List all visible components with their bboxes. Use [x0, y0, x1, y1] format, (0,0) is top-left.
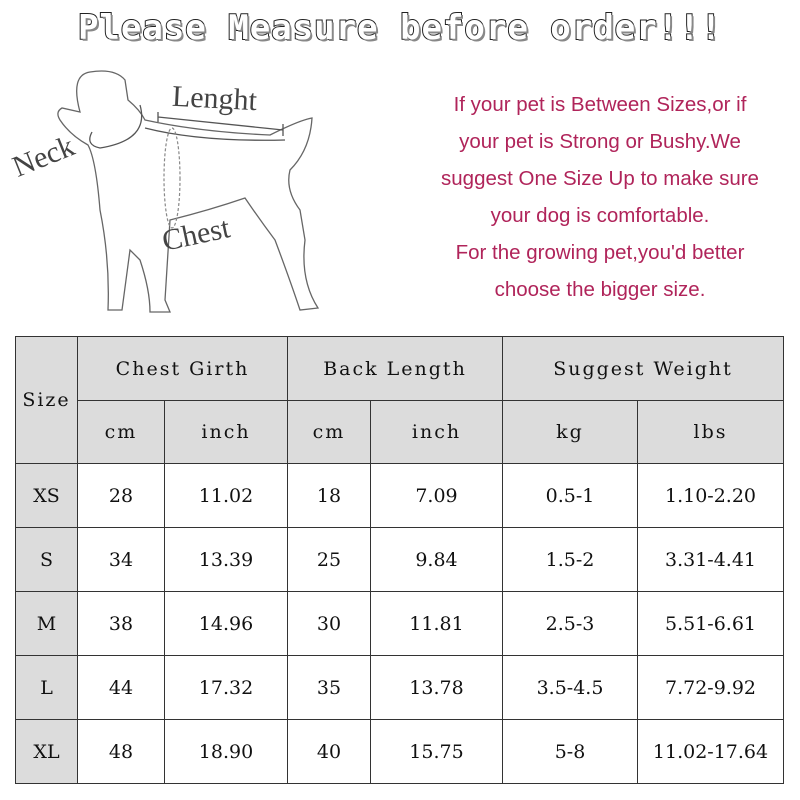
value-cell: 18.90 [164, 719, 288, 784]
value-cell: 40 [287, 719, 371, 784]
chest-girth-header: Chest Girth [77, 336, 288, 401]
advice-line: suggest One Size Up to make sure [441, 167, 759, 190]
advice-line: your pet is Strong or Bushy.We [459, 130, 741, 153]
value-cell: 7.72-9.92 [637, 655, 784, 720]
value-cell: 2.5-3 [502, 591, 638, 656]
table-row: S 34 13.39 25 9.84 1.5-2 3.31-4.41 [15, 527, 784, 592]
value-cell: 38 [77, 591, 165, 656]
value-cell: 11.02-17.64 [637, 719, 784, 784]
unit-header: inch [164, 400, 288, 464]
value-cell: 5-8 [502, 719, 638, 784]
value-cell: 13.78 [370, 655, 503, 720]
value-cell: 11.02 [164, 463, 288, 528]
size-cell: L [15, 655, 78, 720]
table-row: L 44 17.32 35 13.78 3.5-4.5 7.72-9.92 [15, 655, 784, 720]
value-cell: 13.39 [164, 527, 288, 592]
value-cell: 1.5-2 [502, 527, 638, 592]
value-cell: 35 [287, 655, 371, 720]
value-cell: 48 [77, 719, 165, 784]
value-cell: 1.10-2.20 [637, 463, 784, 528]
value-cell: 5.51-6.61 [637, 591, 784, 656]
length-measure-line [157, 112, 284, 136]
value-cell: 11.81 [370, 591, 503, 656]
value-cell: 15.75 [370, 719, 503, 784]
value-cell: 44 [77, 655, 165, 720]
value-cell: 3.5-4.5 [502, 655, 638, 720]
dog-body-outline [57, 70, 320, 313]
size-cell: XL [15, 719, 78, 784]
value-cell: 17.32 [164, 655, 288, 720]
table-row: XL 48 18.90 40 15.75 5-8 11.02-17.64 [15, 719, 784, 784]
advice-line: If your pet is Between Sizes,or if [453, 93, 747, 116]
unit-header: cm [77, 400, 165, 464]
page-title: Please Measure before order!!! [77, 7, 723, 49]
dog-outline-illustration [57, 70, 320, 313]
value-cell: 7.09 [370, 463, 503, 528]
unit-header: kg [502, 400, 638, 464]
unit-header: inch [370, 400, 503, 464]
table-row: M 38 14.96 30 11.81 2.5-3 5.51-6.61 [15, 591, 784, 656]
value-cell: 25 [287, 527, 371, 592]
advice-line: choose the bigger size. [494, 278, 706, 301]
table-row: XS 28 11.02 18 7.09 0.5-1 1.10-2.20 [15, 463, 784, 528]
value-cell: 34 [77, 527, 165, 592]
size-cell: M [15, 591, 78, 656]
value-cell: 0.5-1 [502, 463, 638, 528]
value-cell: 9.84 [370, 527, 503, 592]
unit-header: lbs [637, 400, 784, 464]
size-header: Size [15, 336, 78, 464]
size-chart-table: Size Chest Girth Back Length Suggest Wei… [15, 336, 784, 784]
sizing-advice: If your pet is Between Sizes,or if your … [395, 86, 800, 308]
advice-line: For the growing pet,you'd better [455, 241, 745, 264]
back-length-header: Back Length [287, 336, 503, 401]
chest-measure-loop [163, 127, 181, 229]
value-cell: 28 [77, 463, 165, 528]
length-label: Lenght [171, 79, 258, 118]
unit-header: cm [287, 400, 371, 464]
size-cell: XS [15, 463, 78, 528]
suggest-weight-header: Suggest Weight [502, 336, 784, 401]
value-cell: 14.96 [164, 591, 288, 656]
back-line [144, 127, 286, 141]
size-cell: S [15, 527, 78, 592]
value-cell: 18 [287, 463, 371, 528]
value-cell: 3.31-4.41 [637, 527, 784, 592]
value-cell: 30 [287, 591, 371, 656]
advice-line: your dog is comfortable. [490, 204, 710, 227]
neck-measure-line [89, 104, 143, 149]
